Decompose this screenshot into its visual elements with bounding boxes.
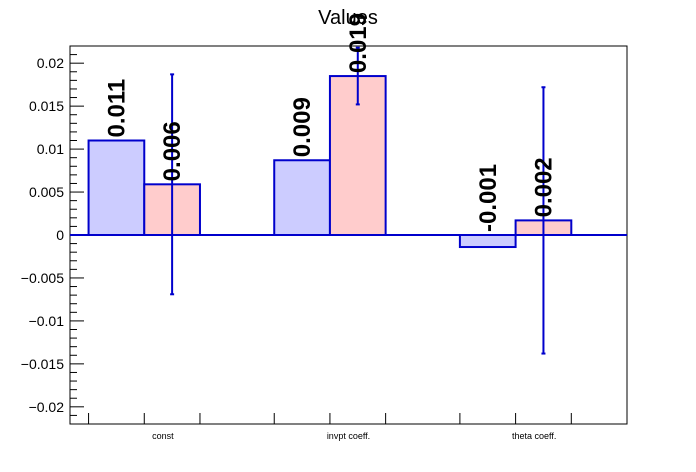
y-tick-label: −0.005 bbox=[21, 270, 64, 286]
plot-area: −0.02 −0.015 −0.01 −0.005 0 0.005 0.01 0.015 0.0… bbox=[21, 13, 628, 441]
bar bbox=[87, 139, 146, 236]
bar bbox=[273, 159, 331, 236]
data-label: 0.011 bbox=[103, 79, 130, 138]
data-label: 0.009 bbox=[289, 97, 316, 157]
y-tick-label: −0.02 bbox=[29, 399, 65, 415]
y-tick-label: 0.005 bbox=[29, 184, 64, 200]
x-tick-label: invpt coeff. bbox=[327, 431, 370, 441]
y-tick-label: 0 bbox=[56, 227, 64, 243]
y-tick-label: −0.01 bbox=[29, 313, 65, 329]
x-tick-label: theta coeff. bbox=[512, 431, 556, 441]
y-tick-label: −0.015 bbox=[21, 356, 64, 372]
y-tick-label: 0.015 bbox=[29, 98, 64, 114]
data-label: 0.002 bbox=[530, 157, 557, 217]
chart-title: Values bbox=[318, 7, 378, 29]
bar bbox=[458, 234, 517, 249]
y-tick-label: 0.02 bbox=[37, 55, 64, 71]
data-label: 0.006 bbox=[159, 121, 186, 181]
x-tick-label: const bbox=[152, 431, 174, 441]
data-label: -0.001 bbox=[475, 164, 502, 232]
y-tick-label: 0.01 bbox=[37, 141, 64, 157]
data-label: 0.019 bbox=[345, 13, 372, 73]
